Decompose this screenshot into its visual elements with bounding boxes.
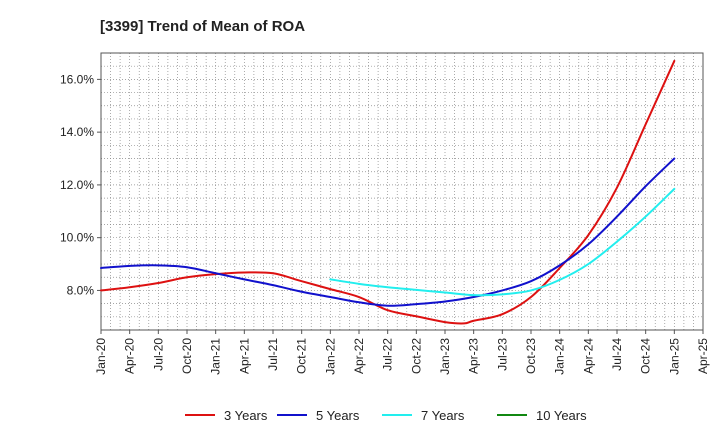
legend: 3 Years 5 Years 7 Years 10 Years [185, 408, 587, 423]
y-tick-label: 14.0% [60, 125, 94, 139]
x-tick-label: Oct-24 [639, 338, 653, 374]
x-tick-label: Jul-22 [381, 338, 395, 371]
x-tick-label: Apr-23 [467, 338, 481, 374]
y-tick-label: 16.0% [60, 72, 94, 86]
legend-label-5-years: 5 Years [316, 408, 360, 423]
plot-border [100, 52, 704, 331]
x-tick-label: Jul-20 [151, 338, 165, 371]
series-line-3-years [100, 59, 676, 325]
y-tick-label: 12.0% [60, 178, 94, 192]
x-tick-label: Apr-22 [352, 338, 366, 374]
x-tick-label: Jan-20 [94, 338, 108, 375]
x-tick-label: Apr-20 [123, 338, 137, 374]
x-tick-label: Jul-23 [495, 338, 509, 371]
x-tick-label: Jul-21 [266, 338, 280, 371]
x-tick-label: Oct-23 [524, 338, 538, 374]
x-tick-label: Jan-22 [323, 338, 337, 375]
x-tick-label: Apr-21 [237, 338, 251, 374]
x-tick-label: Jul-24 [610, 338, 624, 371]
chart-title: [3399] Trend of Mean of ROA [100, 18, 305, 35]
legend-label-3-years: 3 Years [224, 408, 268, 423]
x-tick-label: Jan-25 [667, 338, 681, 375]
x-tick-label: Apr-24 [581, 338, 595, 374]
x-tick-label: Oct-22 [409, 338, 423, 374]
x-tick-label: Jan-23 [438, 338, 452, 375]
x-tick-label: Oct-21 [295, 338, 309, 374]
plot-area: 8.0% 10.0% 12.0% 14.0% 16.0% Jan-20 Apr-20 Jul-… [60, 52, 710, 375]
x-tick-label: Oct-20 [180, 338, 194, 374]
x-tick-label: Apr-25 [696, 338, 710, 374]
legend-label-10-years: 10 Years [536, 408, 587, 423]
x-tick-label: Jan-24 [553, 338, 567, 375]
y-tick-label: 8.0% [67, 283, 95, 297]
plot-background [101, 53, 703, 330]
legend-label-7-years: 7 Years [421, 408, 465, 423]
x-tick-label: Jan-21 [209, 338, 223, 375]
series-line-5-years [100, 157, 676, 307]
series-line-7-years [329, 187, 676, 297]
y-tick-label: 10.0% [60, 231, 94, 245]
